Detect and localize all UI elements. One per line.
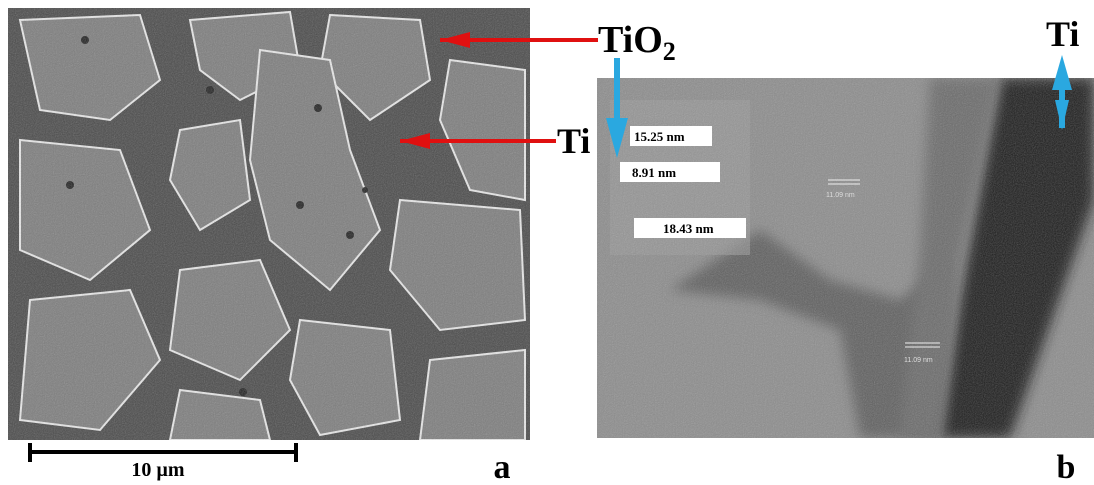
ti-label: Ti <box>557 121 590 161</box>
faint-measurement: 11.09 nm <box>826 192 855 199</box>
tio2-text: TiO <box>598 19 663 61</box>
ti-label: Ti <box>1046 14 1079 54</box>
panel-letter: a <box>494 449 511 485</box>
measurement: 18.43 nm <box>663 221 714 236</box>
sem-image-a <box>8 8 530 440</box>
tio2-subscript: 2 <box>663 37 676 66</box>
measurement: 15.25 nm <box>634 129 685 144</box>
figure: 15.25 nm 8.91 nm 18.43 nm 11.09 nm 11.09… <box>0 0 1094 485</box>
measurement: 8.91 nm <box>632 165 676 180</box>
faint-measurement: 11.09 nm <box>904 357 933 364</box>
tio2-label: TiO2 <box>598 19 676 66</box>
scale-bar-label: 10 µm <box>131 459 185 481</box>
panel-letter: b <box>1057 449 1076 485</box>
